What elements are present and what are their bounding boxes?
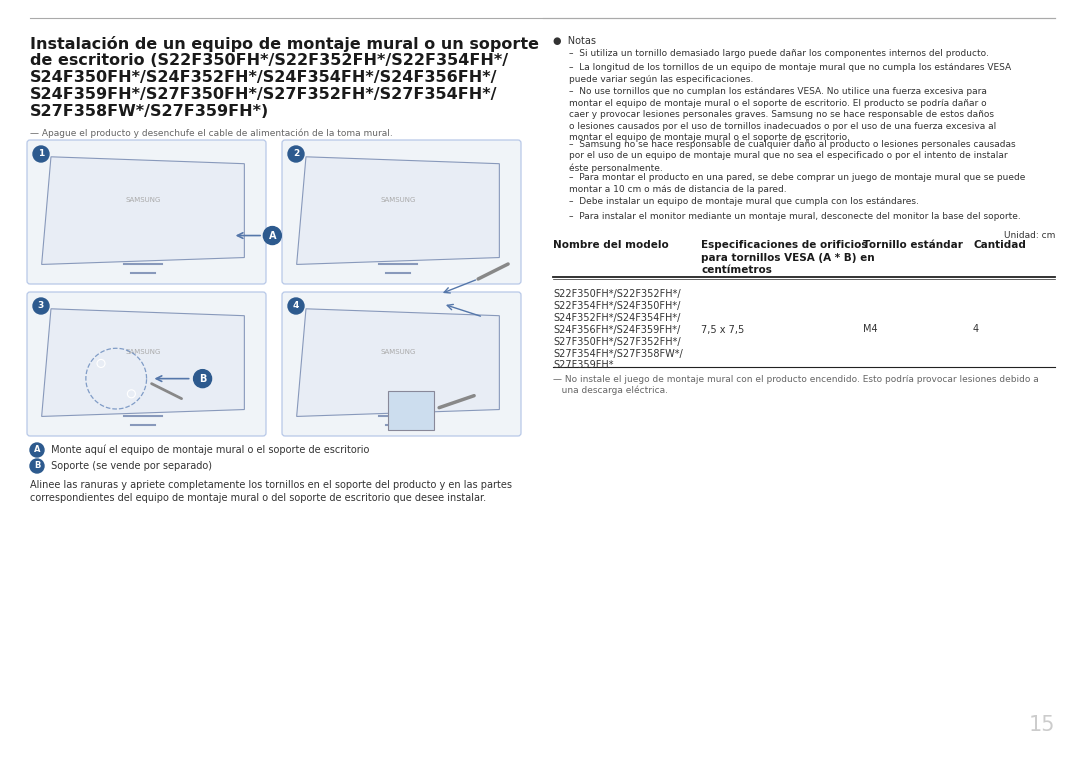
Text: –  Para instalar el monitor mediante un montaje mural, desconecte del monitor la: – Para instalar el monitor mediante un m… bbox=[569, 212, 1021, 221]
Text: SAMSUNG: SAMSUNG bbox=[125, 349, 161, 355]
Text: S22F350FH*/S22F352FH*/: S22F350FH*/S22F352FH*/ bbox=[553, 288, 680, 298]
Text: Instalación de un equipo de montaje mural o un soporte: Instalación de un equipo de montaje mura… bbox=[30, 36, 539, 52]
FancyBboxPatch shape bbox=[27, 292, 266, 436]
Text: S27F359FH*: S27F359FH* bbox=[553, 360, 613, 371]
Text: A: A bbox=[33, 446, 40, 455]
Circle shape bbox=[33, 146, 49, 162]
Text: Unidad: cm: Unidad: cm bbox=[1003, 230, 1055, 240]
Text: — Apague el producto y desenchufe el cable de alimentación de la toma mural.: — Apague el producto y desenchufe el cab… bbox=[30, 129, 393, 139]
Text: S24F356FH*/S24F359FH*/: S24F356FH*/S24F359FH*/ bbox=[553, 324, 680, 334]
Text: Alinee las ranuras y apriete completamente los tornillos en el soporte del produ: Alinee las ranuras y apriete completamen… bbox=[30, 480, 512, 504]
Circle shape bbox=[193, 369, 212, 388]
Text: –  Si utiliza un tornillo demasiado largo puede dañar los componentes internos d: – Si utiliza un tornillo demasiado largo… bbox=[569, 49, 989, 58]
Text: SAMSUNG: SAMSUNG bbox=[125, 197, 161, 203]
Circle shape bbox=[30, 443, 44, 457]
FancyBboxPatch shape bbox=[27, 140, 266, 284]
Text: 4: 4 bbox=[293, 301, 299, 311]
Text: S24F350FH*/S24F352FH*/S24F354FH*/S24F356FH*/: S24F350FH*/S24F352FH*/S24F354FH*/S24F356… bbox=[30, 70, 498, 85]
Circle shape bbox=[33, 298, 49, 314]
Text: 7,5 x 7,5: 7,5 x 7,5 bbox=[701, 324, 744, 334]
Text: — No instale el juego de montaje mural con el producto encendido. Esto podría pr: — No instale el juego de montaje mural c… bbox=[553, 375, 1039, 395]
Text: 1: 1 bbox=[38, 150, 44, 159]
Text: S24F359FH*/S27F350FH*/S27F352FH*/S27F354FH*/: S24F359FH*/S27F350FH*/S27F352FH*/S27F354… bbox=[30, 87, 498, 102]
Text: –  Debe instalar un equipo de montaje mural que cumpla con los estándares.: – Debe instalar un equipo de montaje mur… bbox=[569, 198, 919, 207]
Text: S27F358FW*/S27F359FH*): S27F358FW*/S27F359FH*) bbox=[30, 104, 269, 119]
Text: S24F352FH*/S24F354FH*/: S24F352FH*/S24F354FH*/ bbox=[553, 313, 680, 323]
Text: Soporte (se vende por separado): Soporte (se vende por separado) bbox=[48, 461, 212, 471]
Polygon shape bbox=[297, 157, 499, 265]
Text: Especificaciones de orificios
para tornillos VESA (A * B) en
centímetros: Especificaciones de orificios para torni… bbox=[701, 240, 875, 275]
FancyBboxPatch shape bbox=[282, 140, 521, 284]
Text: A: A bbox=[269, 230, 276, 240]
Text: S22F354FH*/S24F350FH*/: S22F354FH*/S24F350FH*/ bbox=[553, 301, 680, 311]
Circle shape bbox=[288, 298, 303, 314]
Circle shape bbox=[30, 459, 44, 473]
Text: Monte aquí el equipo de montaje mural o el soporte de escritorio: Monte aquí el equipo de montaje mural o … bbox=[48, 445, 369, 456]
Text: SAMSUNG: SAMSUNG bbox=[380, 349, 416, 355]
FancyBboxPatch shape bbox=[282, 292, 521, 436]
Text: S27F354FH*/S27F358FW*/: S27F354FH*/S27F358FW*/ bbox=[553, 349, 683, 359]
Text: B: B bbox=[33, 462, 40, 471]
Text: –  La longitud de los tornillos de un equipo de montaje mural que no cumpla los : – La longitud de los tornillos de un equ… bbox=[569, 63, 1011, 84]
Text: S27F350FH*/S27F352FH*/: S27F350FH*/S27F352FH*/ bbox=[553, 336, 680, 346]
Polygon shape bbox=[42, 309, 244, 417]
Text: 15: 15 bbox=[1028, 715, 1055, 735]
Bar bbox=[388, 391, 434, 430]
Text: Cantidad: Cantidad bbox=[973, 240, 1026, 250]
Text: –  Samsung no se hace responsable de cualquier daño al producto o lesiones perso: – Samsung no se hace responsable de cual… bbox=[569, 140, 1015, 172]
Text: –  Para montar el producto en una pared, se debe comprar un juego de montaje mur: – Para montar el producto en una pared, … bbox=[569, 173, 1025, 194]
Circle shape bbox=[288, 146, 303, 162]
Text: M4: M4 bbox=[863, 324, 878, 334]
Polygon shape bbox=[297, 309, 499, 417]
Text: –  No use tornillos que no cumplan los estándares VESA. No utilice una fuerza ex: – No use tornillos que no cumplan los es… bbox=[569, 88, 996, 143]
Text: B: B bbox=[199, 374, 206, 384]
Text: 2: 2 bbox=[293, 150, 299, 159]
Text: ●  Notas: ● Notas bbox=[553, 36, 596, 46]
Text: 4: 4 bbox=[973, 324, 980, 334]
Text: 3: 3 bbox=[38, 301, 44, 311]
Text: Tornillo estándar: Tornillo estándar bbox=[863, 240, 963, 250]
Circle shape bbox=[264, 227, 281, 245]
Text: SAMSUNG: SAMSUNG bbox=[380, 197, 416, 203]
Polygon shape bbox=[42, 157, 244, 265]
Text: de escritorio (S22F350FH*/S22F352FH*/S22F354FH*/: de escritorio (S22F350FH*/S22F352FH*/S22… bbox=[30, 53, 508, 68]
Text: Nombre del modelo: Nombre del modelo bbox=[553, 240, 669, 250]
